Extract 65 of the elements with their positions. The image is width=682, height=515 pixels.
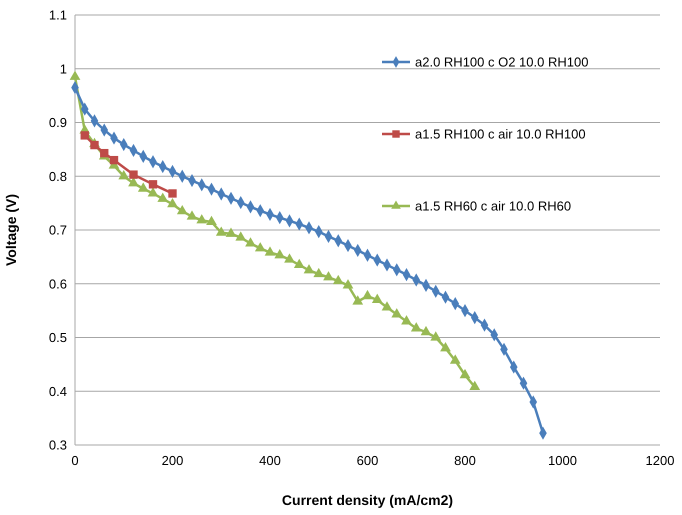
point — [206, 216, 217, 226]
point — [440, 342, 451, 352]
legend-label: a2.0 RH100 c O2 10.0 RH100 — [415, 54, 588, 70]
x-axis-title: Current density (mA/cm2) — [282, 492, 454, 508]
legend-label: a1.5 RH100 c air 10.0 RH100 — [415, 126, 586, 142]
point — [469, 380, 480, 390]
y-tick-label: 1.1 — [48, 8, 67, 23]
y-tick-label: 0.9 — [48, 115, 67, 130]
point — [90, 140, 99, 150]
point — [391, 308, 402, 318]
point — [129, 170, 138, 179]
point — [294, 258, 305, 268]
point — [216, 226, 227, 236]
y-tick-label: 0.8 — [48, 168, 67, 184]
point — [157, 192, 168, 202]
y-tick-label: 0.7 — [48, 222, 67, 238]
point — [245, 237, 256, 247]
point — [167, 198, 178, 208]
point — [332, 274, 344, 284]
point — [138, 182, 149, 192]
point — [362, 290, 373, 300]
point — [284, 253, 295, 263]
point — [186, 210, 198, 220]
point — [80, 131, 89, 140]
point — [420, 326, 432, 336]
point — [323, 271, 334, 280]
point — [382, 301, 392, 310]
point — [450, 354, 461, 364]
point — [128, 177, 139, 186]
x-tick-label: 600 — [356, 453, 378, 468]
x-tick-label: 1000 — [548, 453, 577, 468]
point — [313, 268, 324, 278]
y-axis-title: Voltage (V) — [3, 194, 19, 266]
y-tick-label: 0.5 — [48, 330, 67, 346]
x-tick-label: 800 — [454, 453, 476, 468]
point — [118, 170, 130, 180]
point — [168, 189, 177, 198]
point — [401, 315, 412, 324]
point — [304, 264, 314, 274]
point — [342, 279, 354, 288]
y-tick-label: 0.6 — [48, 276, 67, 292]
x-tick-label: 200 — [162, 453, 184, 468]
point — [352, 295, 364, 305]
point — [176, 204, 188, 214]
point — [430, 331, 442, 341]
point — [254, 242, 266, 252]
y-tick-label: 0.4 — [48, 384, 67, 399]
point — [110, 156, 118, 164]
point — [235, 231, 246, 241]
y-tick-label: 1 — [60, 61, 67, 76]
point — [274, 249, 286, 258]
x-tick-label: 400 — [259, 453, 281, 468]
x-tick-label: 1200 — [646, 453, 674, 468]
point — [196, 214, 208, 224]
point — [148, 187, 158, 197]
y-tick-label: 0.3 — [48, 438, 67, 453]
x-tick-label: 0 — [71, 453, 79, 468]
point — [148, 180, 158, 188]
point — [410, 322, 422, 332]
point — [372, 294, 383, 303]
point — [460, 368, 470, 378]
point — [70, 70, 80, 80]
point — [264, 246, 276, 256]
legend-label: a1.5 RH60 c air 10.0 RH60 — [415, 198, 572, 214]
point — [226, 228, 236, 237]
